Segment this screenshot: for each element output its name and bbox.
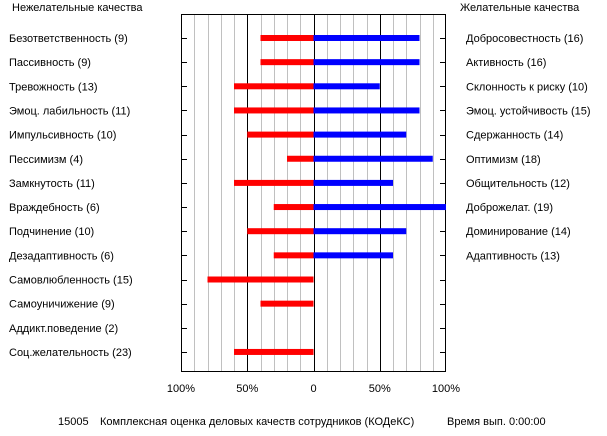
- desirable-quality-label: Доброжелат. (19): [466, 202, 553, 214]
- x-tick-label: 50%: [369, 383, 391, 395]
- undesirable-bar: [273, 252, 314, 259]
- desirable-quality-label: Адаптивность (13): [466, 250, 560, 262]
- desirable-bar: [313, 204, 446, 211]
- desirable-quality-label: Эмоц. устойчивость (15): [466, 105, 591, 117]
- desirable-quality-label: Оптимизм (18): [466, 154, 541, 166]
- undesirable-quality-label: Пессимизм (4): [9, 154, 83, 166]
- desirable-bar: [313, 59, 420, 66]
- undesirable-quality-label: Самовлюбленность (15): [9, 275, 133, 287]
- x-tick-label: 0: [310, 383, 316, 395]
- undesirable-bar: [234, 83, 314, 90]
- undesirable-qualities-header: Нежелательные качества: [12, 2, 143, 14]
- desirable-quality-label: Сдержанность (14): [466, 130, 563, 142]
- undesirable-bar: [287, 155, 314, 162]
- undesirable-quality-label: Самоуничижение (9): [9, 299, 115, 311]
- undesirable-quality-label: Эмоц. лабильность (11): [9, 105, 130, 117]
- undesirable-bar: [234, 107, 314, 114]
- undesirable-bar: [234, 348, 314, 355]
- desirable-quality-label: Доминирование (14): [466, 226, 571, 238]
- undesirable-quality-label: Импульсивность (10): [9, 130, 116, 142]
- test-code: 15005: [58, 416, 89, 428]
- undesirable-quality-label: Замкнутость (11): [9, 178, 95, 190]
- plot-frame: [181, 14, 446, 372]
- undesirable-quality-label: Враждебность (6): [9, 202, 100, 214]
- x-tick-label: 100%: [432, 383, 460, 395]
- undesirable-bar: [260, 300, 314, 307]
- undesirable-quality-label: Соц.желательность (23): [9, 347, 132, 359]
- desirable-bar: [313, 179, 393, 186]
- undesirable-bar: [260, 35, 314, 41]
- desirable-bar: [313, 155, 433, 162]
- desirable-bar: [313, 228, 407, 235]
- desirable-quality-label: Общительность (12): [466, 178, 570, 190]
- desirable-bar: [313, 107, 420, 114]
- undesirable-bar: [247, 131, 314, 138]
- desirable-bar: [313, 35, 420, 41]
- undesirable-quality-label: Подчинение (10): [9, 226, 94, 238]
- desirable-bar: [313, 252, 393, 259]
- execution-time: Время вып. 0:00:00: [447, 416, 546, 428]
- desirable-quality-label: Активность (16): [466, 57, 546, 69]
- undesirable-quality-label: Тревожность (13): [9, 81, 98, 93]
- undesirable-bar: [234, 179, 314, 186]
- undesirable-quality-label: Пассивность (9): [9, 57, 91, 69]
- test-title: Комплексная оценка деловых качеств сотру…: [100, 416, 415, 428]
- x-tick-label: 50%: [236, 383, 258, 395]
- undesirable-quality-label: Аддикт.поведение (2): [9, 323, 118, 335]
- desirable-quality-label: Склонность к риску (10): [466, 81, 588, 93]
- desirable-qualities-header: Желательные качества: [460, 2, 580, 14]
- undesirable-bar: [260, 59, 314, 66]
- desirable-bar: [313, 83, 380, 90]
- undesirable-quality-label: Дезадаптивность (6): [9, 250, 114, 262]
- undesirable-bar: [273, 204, 314, 211]
- desirable-quality-label: Добросовестность (16): [466, 33, 583, 45]
- undesirable-quality-label: Безответственность (9): [9, 33, 128, 45]
- x-tick-label: 100%: [167, 383, 195, 395]
- desirable-bar: [313, 131, 407, 138]
- undesirable-bar: [247, 228, 314, 235]
- undesirable-bar: [207, 276, 314, 283]
